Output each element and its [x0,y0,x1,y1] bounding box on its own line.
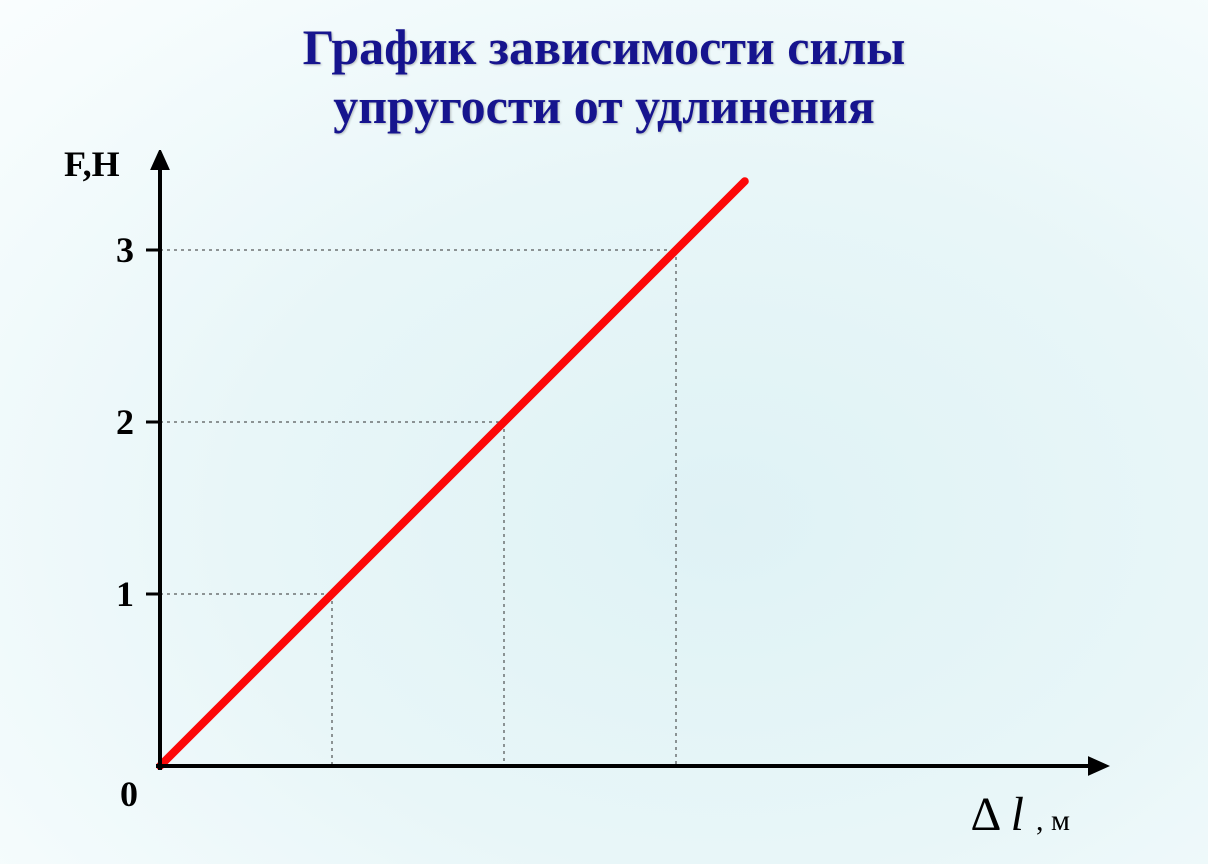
slide: График зависимости силы упругости от удл… [0,0,1208,864]
x-axis-arrow [1088,756,1110,776]
y-tick-label-3: 3 [116,230,134,270]
chart-svg: 1 2 3 0 F,Н Δ l , м [30,150,1180,850]
x-axis-label: Δ l , м [970,788,1070,841]
data-line [160,181,745,766]
y-axis-arrow [150,150,170,170]
y-axis-label: F,Н [64,150,120,184]
chart-area: 1 2 3 0 F,Н Δ l , м [30,150,1180,850]
y-tick-label-1: 1 [116,574,134,614]
title-line-2: упругости от удлинения [333,78,875,134]
origin-label: 0 [120,774,138,814]
title-line-1: График зависимости силы [303,19,906,75]
slide-title: График зависимости силы упругости от удл… [0,18,1208,136]
y-tick-label-2: 2 [116,402,134,442]
